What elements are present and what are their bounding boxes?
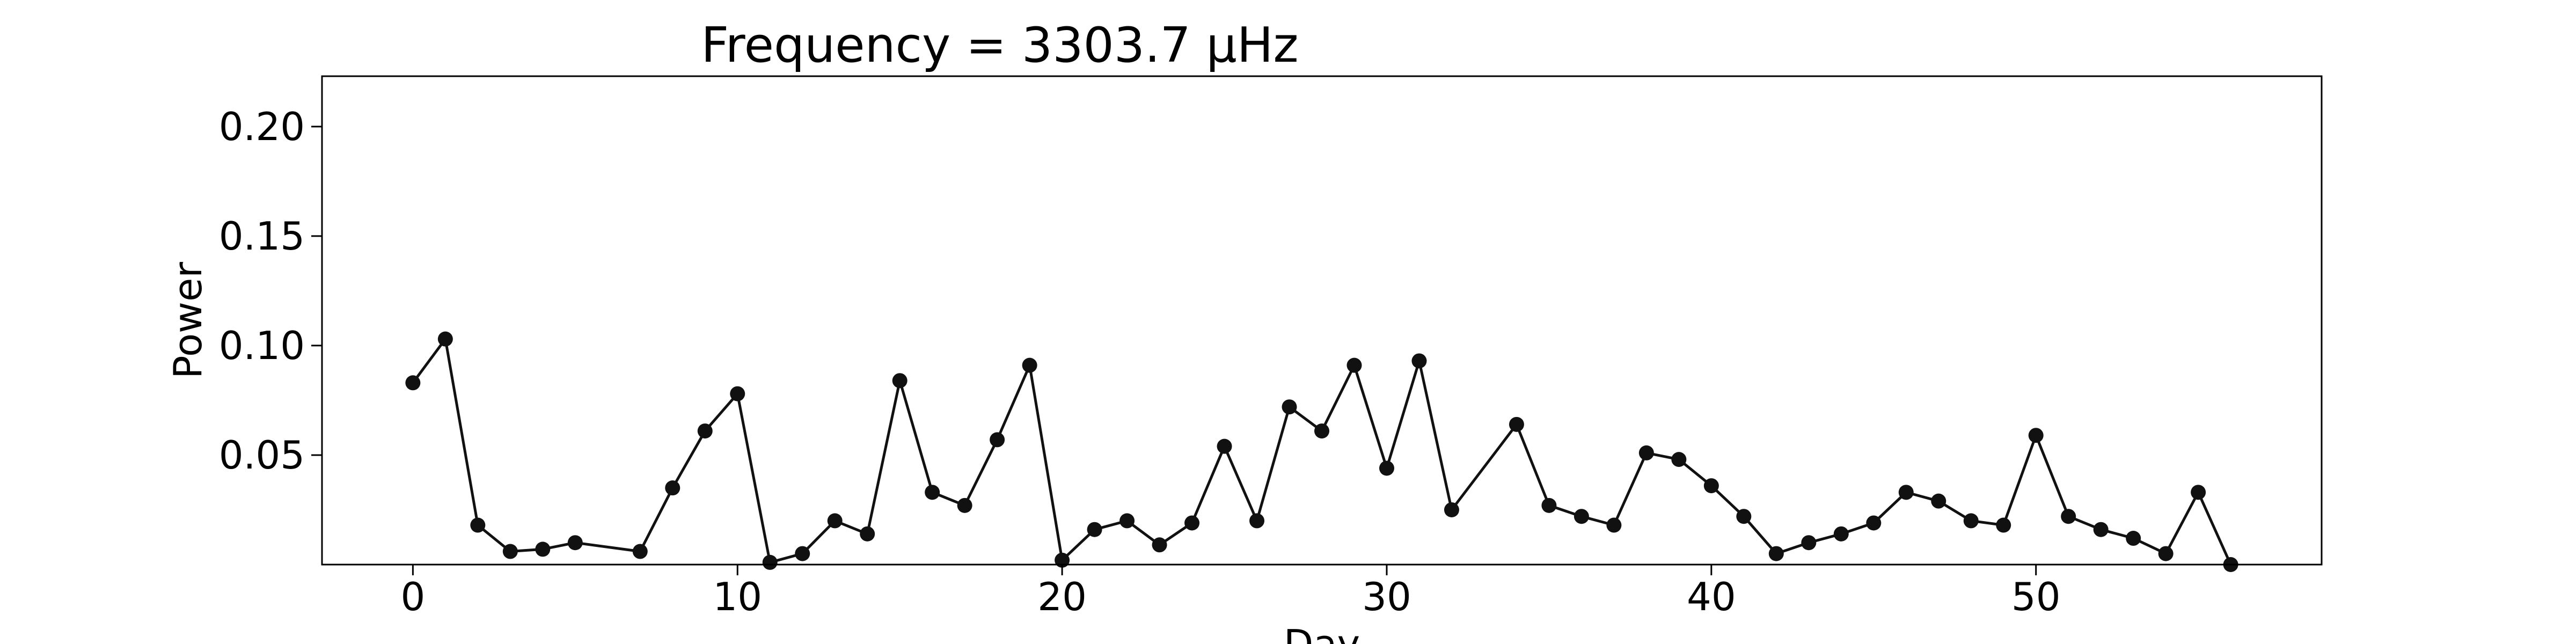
- data-point: [1346, 357, 1362, 373]
- data-point: [1249, 513, 1265, 529]
- x-axis-label: Day: [1284, 621, 1360, 644]
- data-point: [2191, 485, 2206, 500]
- data-point: [1671, 452, 1687, 467]
- data-point: [502, 544, 518, 559]
- data-point: [1963, 513, 1979, 529]
- data-point: [2126, 531, 2141, 546]
- data-point: [2158, 546, 2174, 561]
- data-point: [632, 544, 648, 559]
- data-point: [827, 513, 843, 529]
- data-point: [1833, 526, 1849, 541]
- x-tick-label: 50: [2011, 574, 2061, 619]
- data-point: [535, 541, 551, 557]
- data-point: [1379, 460, 1394, 476]
- data-point: [860, 526, 875, 541]
- data-point: [2028, 428, 2044, 443]
- data-point: [2061, 509, 2076, 524]
- data-point: [1022, 357, 1037, 373]
- x-axis: 0 10 20 30 40 50: [400, 565, 2061, 619]
- data-point: [925, 485, 940, 500]
- data-point: [1184, 515, 1200, 531]
- data-point: [892, 373, 908, 389]
- x-tick-label: 40: [1687, 574, 1736, 619]
- data-point: [1703, 478, 1719, 494]
- y-axis: 0.05 0.10 0.15 0.20: [219, 104, 322, 478]
- data-point: [730, 386, 745, 401]
- y-tick-label: 0.15: [219, 214, 305, 259]
- data-point: [1119, 513, 1135, 529]
- data-point: [697, 423, 713, 439]
- data-point: [1801, 535, 1817, 551]
- y-tick-label: 0.10: [219, 323, 305, 368]
- y-tick-label: 0.05: [219, 433, 305, 478]
- data-point: [405, 375, 421, 391]
- y-axis-label: Power: [165, 262, 210, 379]
- y-tick-label: 0.20: [219, 104, 305, 149]
- data-point: [1152, 537, 1167, 553]
- data-point: [1606, 517, 1622, 533]
- plot-area: [321, 75, 2323, 566]
- x-tick-label: 0: [400, 574, 425, 619]
- data-point: [1574, 509, 1589, 524]
- data-point: [1314, 423, 1329, 439]
- data-point: [1996, 517, 2011, 533]
- data-point: [1087, 522, 1102, 537]
- data-point: [1638, 445, 1654, 460]
- data-point: [1866, 515, 1882, 531]
- data-point: [1509, 416, 1524, 432]
- data-point: [1217, 438, 1232, 454]
- data-point: [1541, 497, 1557, 513]
- data-point: [1931, 493, 1946, 509]
- data-point: [1411, 353, 1427, 369]
- data-point: [470, 517, 486, 533]
- series-layer: [405, 331, 2238, 572]
- data-point: [957, 497, 972, 513]
- data-point: [1898, 485, 1914, 500]
- data-point: [762, 554, 778, 570]
- series-line: [412, 338, 2232, 566]
- data-point: [1282, 399, 1297, 415]
- data-point: [665, 480, 680, 496]
- data-point: [1444, 502, 1459, 517]
- x-tick-label: 20: [1037, 574, 1087, 619]
- data-point: [2093, 522, 2109, 537]
- data-point: [437, 331, 453, 347]
- data-point: [1736, 509, 1752, 524]
- data-point: [1768, 546, 1784, 561]
- data-point: [795, 546, 810, 561]
- x-tick-label: 10: [713, 574, 762, 619]
- chart-title: Frequency = 3303.7 μHz: [701, 17, 1298, 74]
- x-tick-label: 30: [1362, 574, 1411, 619]
- data-point: [990, 432, 1005, 448]
- data-point: [567, 535, 583, 551]
